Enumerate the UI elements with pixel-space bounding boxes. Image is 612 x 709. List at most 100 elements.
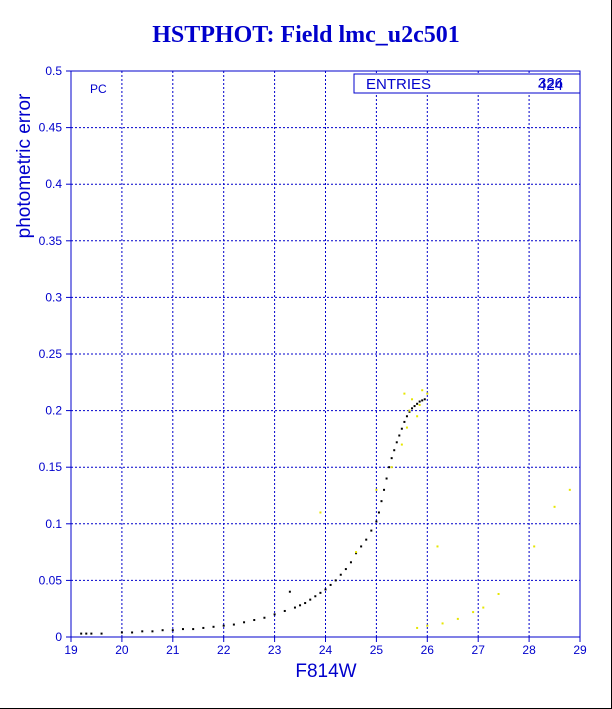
data-point-black	[413, 405, 416, 408]
data-point-yellow	[418, 403, 421, 406]
data-point-yellow	[533, 545, 536, 548]
y-tick-label: 0.4	[45, 177, 62, 191]
data-point-black	[232, 623, 235, 626]
y-tick-label: 0.2	[45, 404, 62, 418]
data-point-black	[273, 613, 276, 616]
data-point-black	[80, 632, 83, 635]
data-point-black	[319, 591, 322, 594]
data-point-black	[349, 561, 352, 564]
y-tick-label: 0.3	[45, 290, 62, 304]
data-point-black	[398, 434, 401, 437]
data-point-black	[85, 632, 88, 635]
x-tick-label: 28	[522, 643, 536, 657]
data-point-black	[192, 628, 195, 631]
data-point-black	[253, 619, 256, 622]
data-point-black	[355, 552, 358, 555]
data-point-black	[365, 538, 368, 541]
data-point-black	[171, 629, 174, 632]
ticks: 19 20 21 22 23 24 25 26 27 28 29 0 0.05 0.1 0.15 0.2 0.2…	[39, 64, 587, 657]
data-point-yellow	[416, 626, 419, 629]
x-tick-label: 20	[115, 643, 129, 657]
data-point-black	[243, 621, 246, 624]
data-point-black	[263, 616, 266, 619]
data-point-yellow	[416, 415, 419, 418]
data-point-yellow	[472, 611, 475, 614]
data-point-black	[304, 602, 307, 605]
data-point-black	[388, 466, 391, 469]
y-tick-label: 0.35	[39, 234, 63, 248]
data-point-black	[377, 511, 380, 514]
data-point-yellow	[408, 409, 411, 412]
data-point-black	[418, 400, 421, 403]
data-point-black	[222, 624, 225, 627]
data-point-black	[324, 588, 327, 591]
data-point-black	[334, 579, 337, 582]
stats-value-1: 326	[538, 75, 563, 92]
data-point-yellow	[436, 545, 439, 548]
data-point-black	[421, 399, 424, 402]
data-point-black	[212, 625, 215, 628]
x-tick-label: 24	[319, 643, 333, 657]
data-point-black	[151, 630, 154, 633]
data-point-black	[383, 488, 386, 491]
stats-label: ENTRIES	[366, 76, 431, 93]
data-point-black	[416, 402, 419, 405]
data-point-yellow	[568, 488, 571, 491]
data-point-black	[403, 420, 406, 423]
data-point-black	[141, 630, 144, 633]
x-tick-label: 25	[370, 643, 384, 657]
y-tick-label: 0.05	[39, 573, 63, 587]
data-point-yellow	[482, 606, 485, 609]
data-point-yellow	[497, 592, 500, 595]
data-point-black	[370, 529, 373, 532]
data-point-yellow	[405, 426, 408, 429]
data-point-black	[100, 632, 103, 635]
data-point-black	[181, 628, 184, 631]
data-point-black	[90, 632, 93, 635]
data-point-black	[293, 606, 296, 609]
data-point-black	[299, 604, 302, 607]
x-tick-label: 21	[166, 643, 180, 657]
data-point-black	[390, 457, 393, 460]
data-points	[80, 389, 571, 635]
data-point-black	[288, 590, 291, 593]
chart-title: HSTPHOT: Field lmc_u2c501	[152, 22, 460, 48]
data-point-black	[375, 520, 378, 523]
x-tick-label: 26	[421, 643, 435, 657]
y-tick-label: 0.5	[45, 64, 62, 78]
data-point-black	[339, 573, 342, 576]
data-point-yellow	[411, 398, 414, 401]
stats-box-border	[353, 73, 581, 94]
x-tick-label: 19	[64, 643, 78, 657]
data-point-yellow	[375, 488, 378, 491]
data-point-black	[393, 449, 396, 452]
y-tick-label: 0	[55, 630, 62, 644]
data-point-yellow	[400, 443, 403, 446]
y-tick-label: 0.1	[45, 517, 62, 531]
data-point-yellow	[390, 466, 393, 469]
data-point-yellow	[441, 622, 444, 625]
data-point-yellow	[319, 511, 322, 514]
data-point-yellow	[426, 624, 429, 627]
data-point-black	[283, 609, 286, 612]
x-tick-label: 29	[573, 643, 587, 657]
data-point-yellow	[421, 389, 424, 392]
y-tick-label: 0.15	[39, 460, 63, 474]
stats-value-2: 424	[538, 77, 563, 94]
plot-annotation: PC	[90, 82, 107, 96]
data-point-yellow	[426, 392, 429, 395]
y-tick-label: 0.25	[39, 347, 63, 361]
data-point-yellow	[553, 505, 556, 508]
x-axis-title: F814W	[295, 661, 356, 682]
data-point-black	[380, 500, 383, 503]
data-point-black	[120, 631, 123, 634]
x-tick-label: 22	[217, 643, 231, 657]
data-point-black	[329, 583, 332, 586]
data-point-yellow	[403, 392, 406, 395]
data-point-black	[400, 427, 403, 430]
data-point-black	[344, 568, 347, 571]
x-tick-label: 23	[268, 643, 282, 657]
data-point-black	[408, 410, 411, 413]
x-tick-label: 27	[472, 643, 486, 657]
